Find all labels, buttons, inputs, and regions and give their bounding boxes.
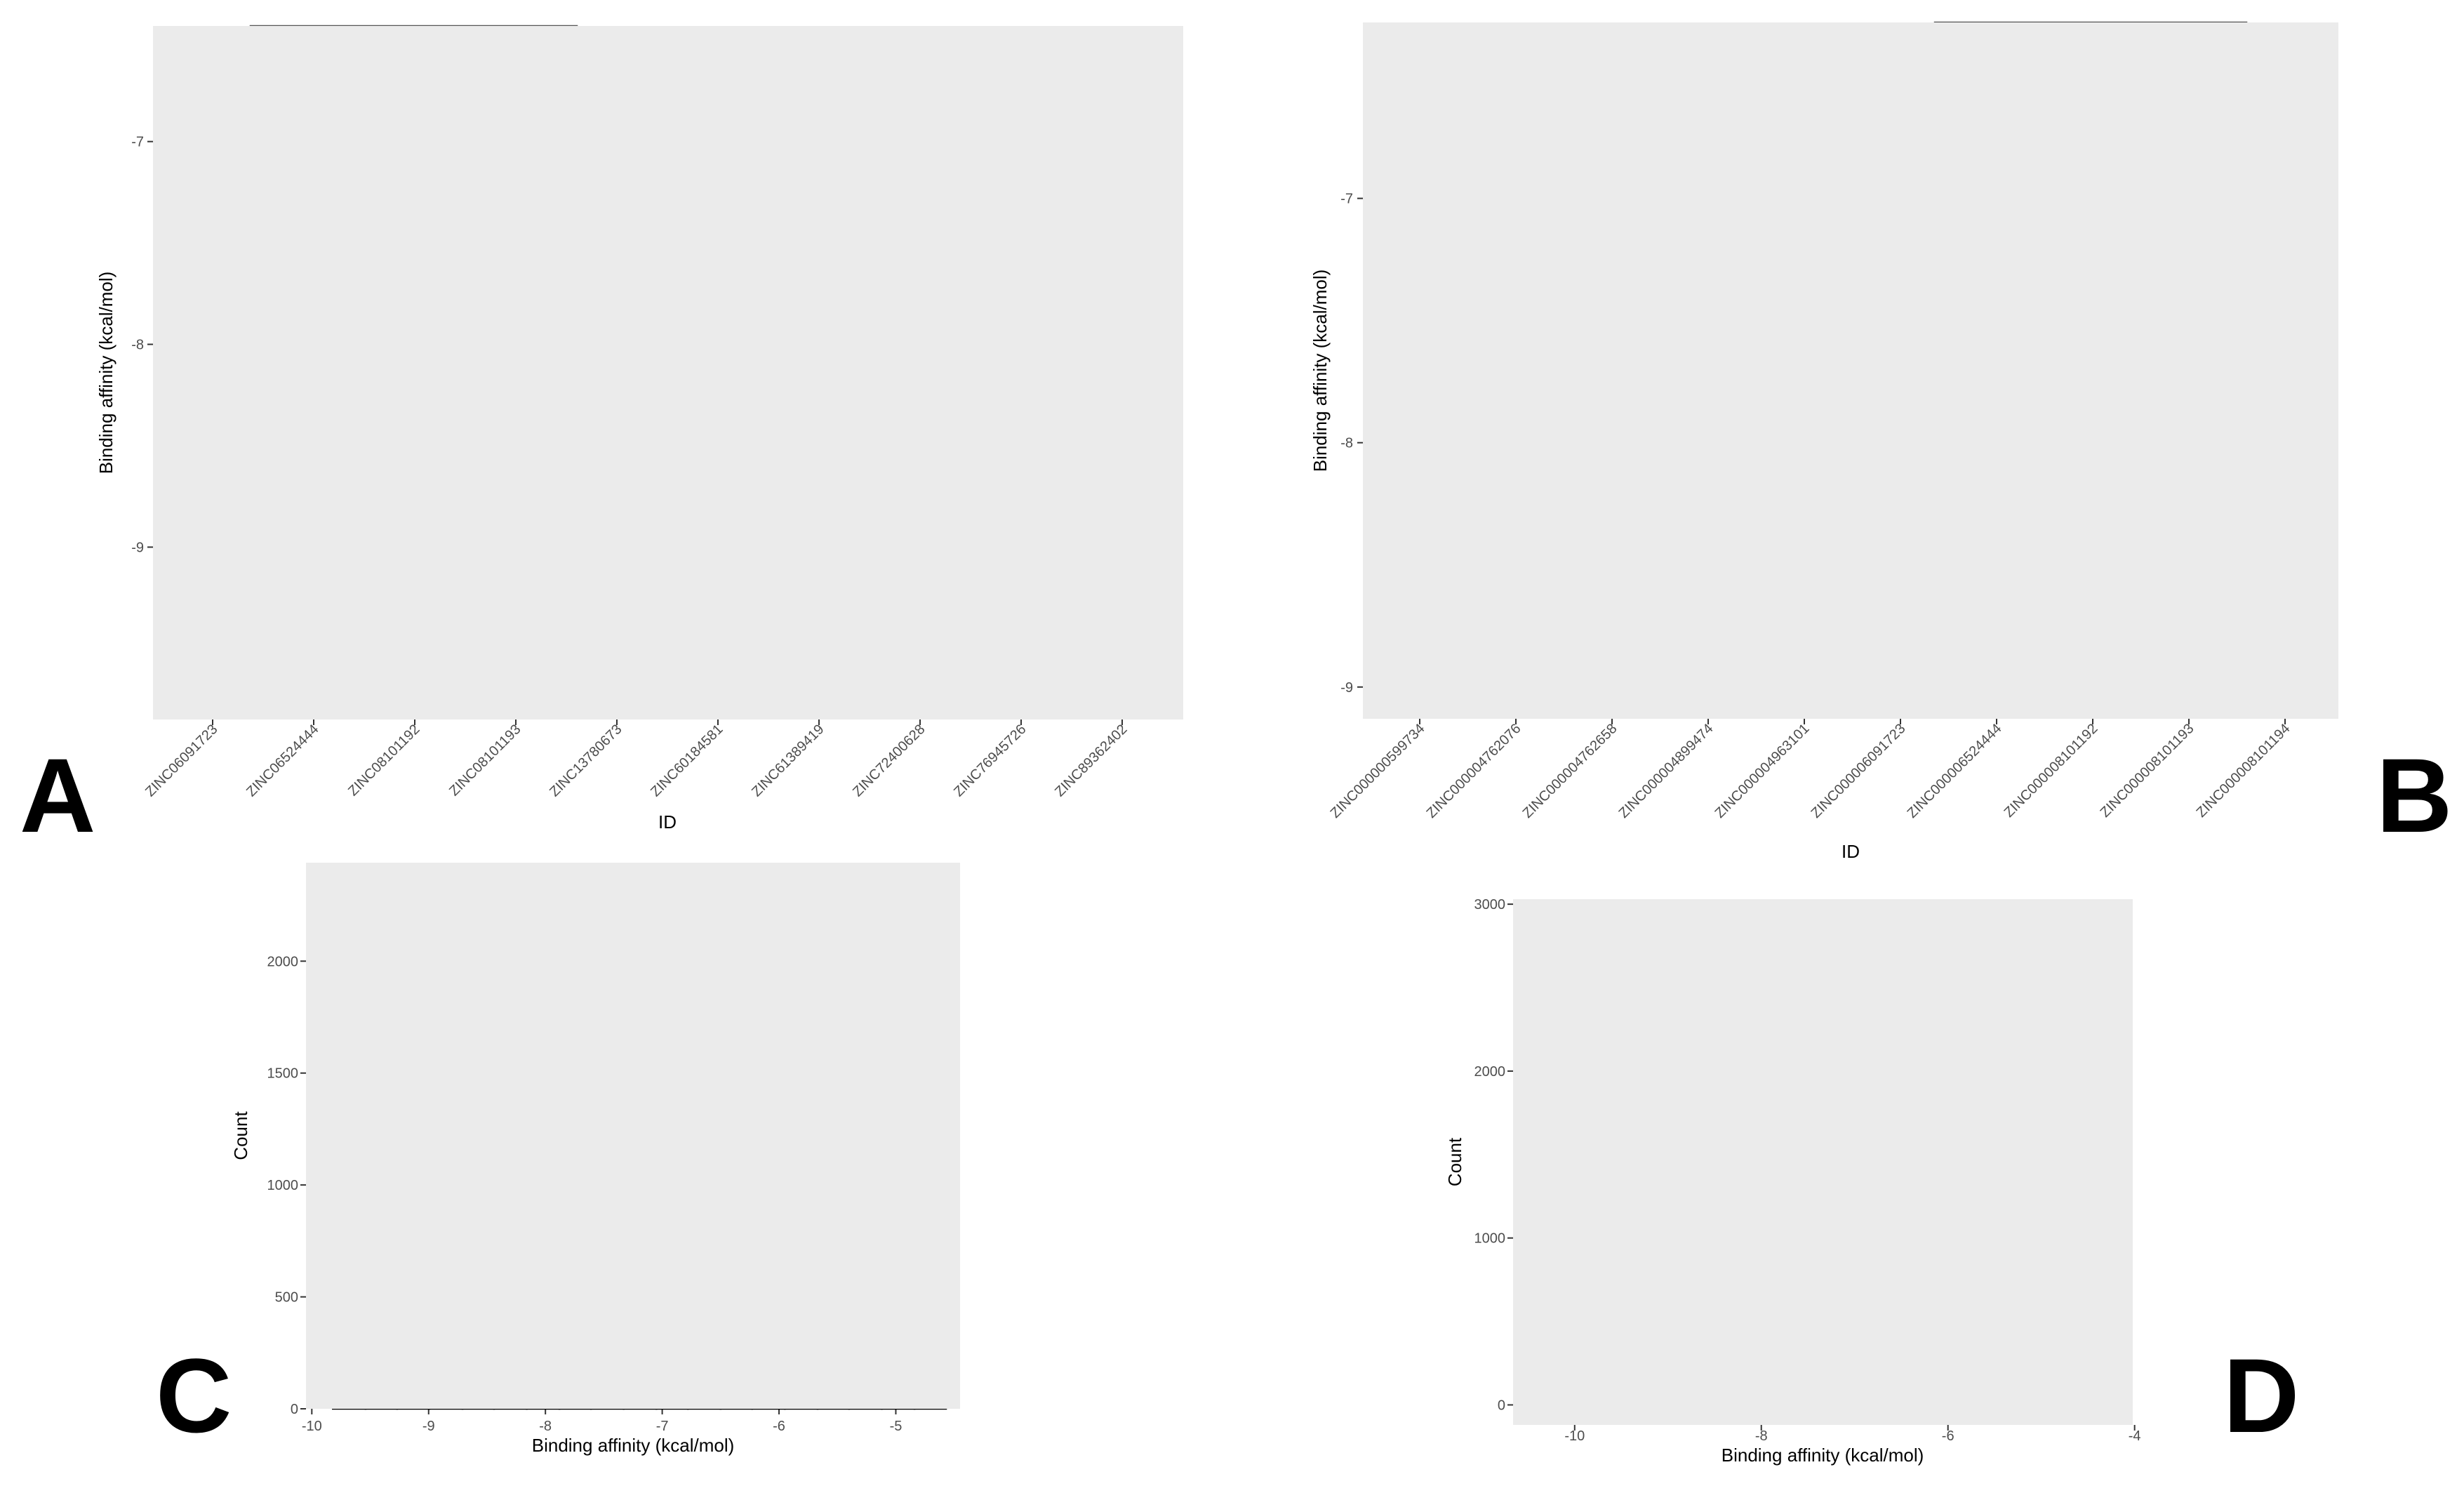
y-tick-label: -8 <box>131 338 144 353</box>
y-axis-title: Binding affinity (kcal/mol) <box>95 272 116 475</box>
x-tick-label: -9 <box>422 1419 435 1434</box>
x-axis-title: Binding affinity (kcal/mol) <box>532 1435 735 1456</box>
x-tick-label: -8 <box>1755 1428 1768 1444</box>
panel-label-B: B <box>2376 736 2452 854</box>
x-tick-label: ZINC000004963101 <box>1712 721 1813 821</box>
x-tick-label: -5 <box>890 1419 903 1434</box>
y-tick-label: 2000 <box>267 954 299 969</box>
x-tick-label: ZINC60184581 <box>648 722 726 800</box>
panel-background-D <box>1513 899 2133 1425</box>
y-axis-title: Count <box>230 1111 251 1160</box>
y-tick-label: -7 <box>1340 192 1353 207</box>
x-tick-label: -6 <box>773 1419 785 1434</box>
x-tick-label: ZINC000006524444 <box>1905 721 2005 821</box>
x-tick-label: ZINC000006091723 <box>1809 721 1909 821</box>
x-tick-label: ZINC61389419 <box>749 722 827 800</box>
y-tick-label: 1500 <box>267 1066 299 1082</box>
y-tick-label: -8 <box>1340 436 1353 451</box>
x-tick-label: ZINC06524444 <box>244 722 321 800</box>
x-tick-label: ZINC000004762076 <box>1424 721 1524 821</box>
y-tick-label: -7 <box>131 135 144 150</box>
y-tick-label: 500 <box>275 1290 298 1306</box>
y-tick-label: -9 <box>131 540 144 555</box>
x-tick-label: ZINC72400628 <box>850 722 928 800</box>
x-tick-label: -4 <box>2129 1428 2141 1444</box>
panel-label-C: C <box>156 1336 232 1454</box>
y-axis-title: Binding affinity (kcal/mol) <box>1310 270 1331 472</box>
panel-background-C <box>306 863 960 1409</box>
x-tick-label: -7 <box>656 1419 669 1434</box>
y-tick-label: 0 <box>1498 1398 1505 1413</box>
x-tick-label: ZINC08101193 <box>446 722 524 799</box>
x-tick-label: -6 <box>1942 1428 1954 1444</box>
x-axis-title: ID <box>1842 841 1860 862</box>
y-tick-label: 1000 <box>1474 1231 1506 1247</box>
y-tick-label: 1000 <box>267 1178 299 1193</box>
x-axis-title: ID <box>658 811 677 832</box>
y-tick-label: 3000 <box>1474 897 1506 913</box>
x-tick-label: ZINC06091723 <box>142 722 220 800</box>
y-tick-label: -9 <box>1340 680 1353 696</box>
panel-background-A <box>153 26 1183 719</box>
x-tick-label: ZINC000000599734 <box>1328 721 1428 821</box>
x-tick-label: ZINC000008101193 <box>2098 721 2197 821</box>
y-tick-label: 2000 <box>1474 1064 1506 1080</box>
x-tick-label: ZINC13780673 <box>547 722 625 800</box>
panel-label-A: A <box>20 736 95 854</box>
y-tick-label: 0 <box>291 1402 298 1417</box>
x-tick-label: -10 <box>1564 1428 1585 1444</box>
x-tick-label: ZINC89362402 <box>1052 722 1130 800</box>
panel-background-B <box>1363 22 2338 719</box>
x-tick-label: -8 <box>539 1419 552 1434</box>
x-tick-label: ZINC000008101192 <box>2002 721 2101 821</box>
x-axis-title: Binding affinity (kcal/mol) <box>1722 1445 1924 1466</box>
y-axis-title: Count <box>1444 1137 1465 1186</box>
panel-label-D: D <box>2223 1336 2299 1454</box>
x-tick-label: ZINC000004762658 <box>1520 721 1620 821</box>
x-tick-label: ZINC000004899474 <box>1616 721 1717 821</box>
x-tick-label: ZINC76945726 <box>951 722 1029 800</box>
x-tick-label: ZINC08101192 <box>345 722 422 799</box>
x-tick-label: ZINC000008101194 <box>2194 721 2293 821</box>
x-tick-label: -10 <box>302 1419 322 1434</box>
